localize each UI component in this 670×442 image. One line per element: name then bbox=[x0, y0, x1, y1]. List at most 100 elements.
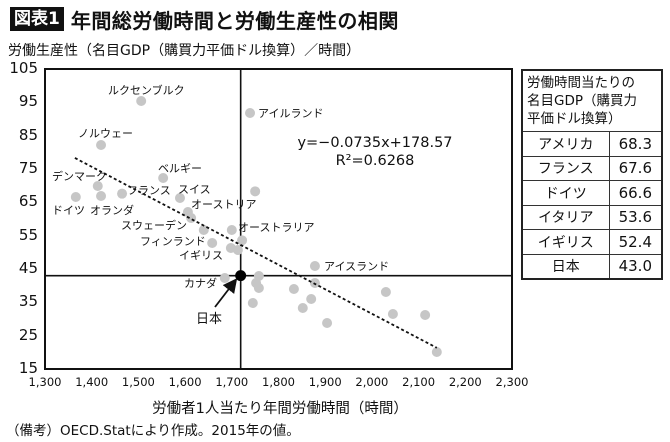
y-tick-label: 105 bbox=[9, 59, 38, 77]
y-tick-label: 75 bbox=[18, 159, 38, 177]
data-point bbox=[245, 108, 256, 118]
point-label: アイルランド bbox=[258, 107, 323, 120]
country-cell: フランス bbox=[521, 155, 610, 181]
value-cell: 53.6 bbox=[608, 204, 663, 230]
y-axis-label: 労働生産性（名目GDP（購買力平価ドル換算）／時間） bbox=[8, 43, 361, 59]
value-cell: 43.0 bbox=[608, 253, 663, 280]
point-label: アイスランド bbox=[324, 260, 389, 273]
data-point bbox=[226, 225, 237, 235]
productivity-table: 労働時間当たりの 名目GDP（購買力 平価ドル換算） アメリカ 68.3 フランス… bbox=[521, 69, 663, 280]
point-label: フィンランド bbox=[140, 235, 206, 248]
data-point bbox=[117, 188, 128, 199]
data-point bbox=[297, 303, 308, 313]
regression-r2: R²=0.6268 bbox=[336, 153, 415, 169]
y-tick-label: 65 bbox=[18, 192, 38, 211]
x-tick-label: 1,400 bbox=[75, 375, 109, 389]
country-cell: 日本 bbox=[521, 253, 610, 280]
point-label: ベルギー bbox=[158, 162, 202, 175]
point-label: 日本 bbox=[196, 312, 222, 327]
x-tick-label: 1,900 bbox=[308, 375, 342, 389]
data-point bbox=[70, 192, 81, 202]
point-label: オーストリア bbox=[191, 198, 256, 211]
data-point bbox=[306, 294, 317, 304]
data-point bbox=[250, 186, 261, 197]
x-tick-label: 1,300 bbox=[28, 375, 62, 389]
table-header-line: 平価ドル換算） bbox=[527, 111, 622, 127]
table-row: ドイツ 66.6 bbox=[521, 180, 663, 206]
x-tick-label: 2,000 bbox=[355, 375, 389, 389]
table-row: イタリア 53.6 bbox=[521, 204, 663, 230]
y-tick-label: 35 bbox=[18, 292, 38, 311]
data-point bbox=[232, 245, 243, 255]
table-header: 労働時間当たりの 名目GDP（購買力 平価ドル換算） bbox=[521, 69, 663, 132]
point-label: スイス bbox=[178, 183, 211, 196]
data-point bbox=[96, 191, 107, 201]
data-point bbox=[420, 310, 431, 320]
data-point bbox=[288, 284, 299, 294]
y-tick-label: 95 bbox=[18, 92, 38, 111]
x-tick-label: 1,700 bbox=[215, 375, 249, 389]
data-point bbox=[309, 261, 320, 271]
value-cell: 68.3 bbox=[608, 131, 663, 157]
point-label: スウェーデン bbox=[121, 218, 187, 232]
table-row: フランス 67.6 bbox=[521, 155, 663, 181]
plot-frame bbox=[44, 68, 513, 370]
value-cell: 66.6 bbox=[608, 180, 663, 206]
country-cell: ドイツ bbox=[521, 180, 610, 206]
source-note: （備考）OECD.Statにより作成。2015年の値。 bbox=[6, 423, 300, 439]
point-label: オランダ bbox=[90, 203, 134, 217]
y-tick-label: 85 bbox=[18, 125, 38, 144]
data-point bbox=[174, 193, 185, 203]
y-tick-label: 25 bbox=[18, 325, 38, 344]
data-point bbox=[207, 238, 218, 248]
data-point bbox=[253, 283, 264, 293]
data-point bbox=[322, 318, 333, 328]
data-point bbox=[247, 298, 258, 308]
y-tick-label: 15 bbox=[18, 359, 38, 377]
data-point bbox=[136, 96, 147, 106]
data-point bbox=[237, 235, 248, 246]
value-cell: 67.6 bbox=[608, 155, 663, 181]
point-label: ノルウェー bbox=[78, 127, 133, 140]
point-label: オーストラリア bbox=[238, 221, 314, 234]
point-label: フランス bbox=[127, 184, 171, 197]
country-cell: アメリカ bbox=[521, 131, 610, 157]
data-point bbox=[387, 309, 398, 319]
x-tick-label: 1,800 bbox=[262, 375, 295, 389]
point-label: ドイツ bbox=[52, 204, 85, 217]
figure-title-row: 図表1 年間総労働時間と労働生産性の相関 bbox=[10, 6, 399, 33]
data-point bbox=[380, 287, 391, 297]
data-point bbox=[158, 173, 169, 183]
x-tick-label: 1,500 bbox=[121, 375, 155, 389]
trend-line bbox=[74, 157, 438, 349]
x-tick-label: 2,300 bbox=[495, 375, 529, 389]
data-point bbox=[96, 140, 107, 150]
regression-equation: y=−0.0735x+178.57 bbox=[297, 135, 452, 151]
point-label: カナダ bbox=[184, 276, 217, 290]
data-point bbox=[92, 181, 103, 191]
table-header-line: 労働時間当たりの bbox=[527, 75, 635, 91]
data-point bbox=[219, 273, 230, 283]
point-label: イギリス bbox=[179, 249, 223, 262]
data-points bbox=[70, 96, 442, 357]
point-label: ルクセンブルク bbox=[108, 83, 185, 97]
table-header-line: 名目GDP（購買力 bbox=[527, 93, 637, 109]
table-row: アメリカ 68.3 bbox=[521, 131, 663, 157]
x-tick-label: 2,100 bbox=[402, 375, 436, 389]
country-cell: イタリア bbox=[521, 204, 610, 230]
japan-data-point bbox=[235, 270, 247, 282]
y-tick-label: 45 bbox=[18, 259, 38, 277]
figure-badge: 図表1 bbox=[10, 7, 64, 31]
x-tick-label: 1,600 bbox=[168, 375, 202, 389]
country-cell: イギリス bbox=[521, 229, 610, 255]
y-tick-label: 55 bbox=[18, 225, 38, 244]
data-point bbox=[431, 347, 442, 357]
point-label: デンマーク bbox=[52, 169, 107, 183]
x-tick-label: 2,200 bbox=[448, 375, 482, 389]
figure-title: 年間総労働時間と労働生産性の相関 bbox=[70, 8, 399, 33]
table-row: 日本 43.0 bbox=[521, 253, 663, 280]
x-axis-label: 労働者1人当たり年間労働時間（時間） bbox=[152, 401, 408, 417]
value-cell: 52.4 bbox=[608, 229, 663, 255]
